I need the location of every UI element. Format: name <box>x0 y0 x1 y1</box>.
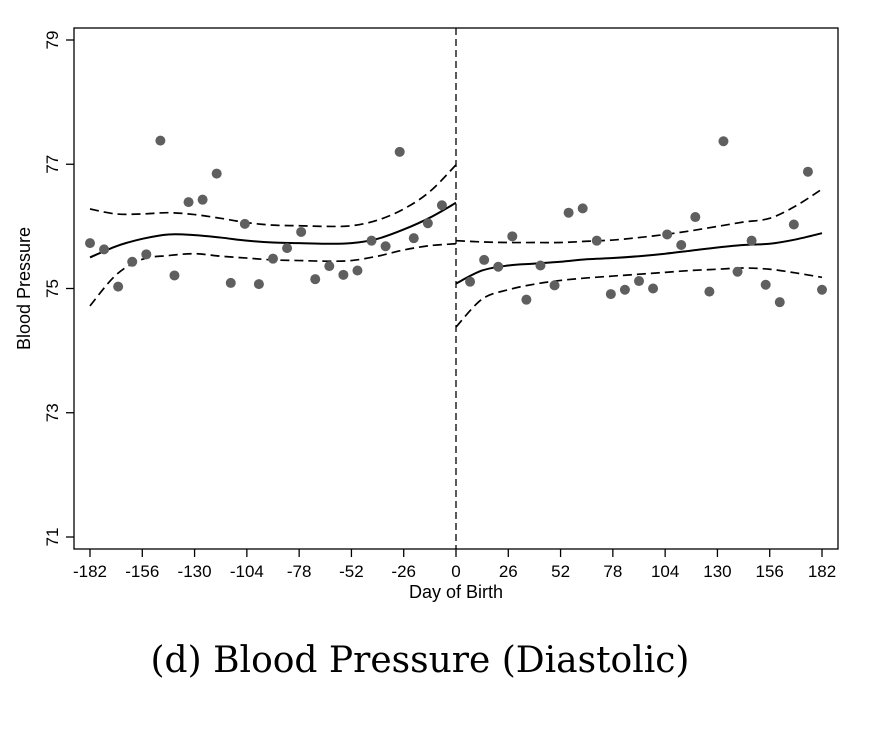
x-tick-label: -78 <box>287 562 312 581</box>
data-point <box>802 166 813 177</box>
y-axis-ticks: 71 73 75 77 79 <box>43 31 74 547</box>
x-tick-label: 104 <box>651 562 679 581</box>
data-point <box>366 235 377 246</box>
data-point <box>296 226 307 237</box>
x-axis-title: Day of Birth <box>409 582 503 602</box>
rd-chart: 71 73 75 77 79 -182 -156 -130 -104 -78 -52 -26 0 26 5… <box>14 27 839 602</box>
data-point <box>619 284 630 295</box>
data-point <box>310 274 321 285</box>
data-point <box>634 276 644 287</box>
data-point <box>563 207 574 218</box>
left-fit-line <box>89 201 457 259</box>
data-point <box>817 284 827 295</box>
data-point <box>746 235 757 246</box>
data-point <box>662 229 673 240</box>
data-point <box>436 200 447 211</box>
data-point <box>324 261 335 272</box>
scatter-points <box>85 135 827 308</box>
data-point <box>239 218 250 229</box>
data-point <box>99 244 110 255</box>
data-point <box>282 243 293 254</box>
data-point <box>605 289 616 300</box>
data-point <box>422 218 433 229</box>
data-point <box>225 277 236 288</box>
right-ci-upper-line <box>455 188 823 244</box>
data-point <box>183 197 194 208</box>
y-tick-label: 77 <box>43 155 62 174</box>
data-point <box>394 146 405 157</box>
plot-frame <box>73 27 839 550</box>
x-tick-label: 52 <box>551 562 570 581</box>
data-point <box>788 219 799 230</box>
data-point <box>465 276 476 287</box>
data-point <box>268 253 278 264</box>
data-point <box>774 297 785 308</box>
data-point <box>577 203 588 214</box>
data-point <box>591 235 602 246</box>
data-point <box>648 283 659 294</box>
data-point <box>408 233 419 244</box>
data-point <box>760 279 771 290</box>
data-point <box>85 238 95 249</box>
data-point <box>507 231 518 242</box>
data-point <box>141 249 152 260</box>
y-axis-title: Blood Pressure <box>14 227 34 350</box>
data-point <box>549 280 560 291</box>
x-tick-label: 182 <box>808 562 836 581</box>
data-point <box>535 260 546 271</box>
data-point <box>169 270 180 281</box>
data-point <box>676 240 687 251</box>
right-fit-line <box>455 232 823 285</box>
x-tick-label: 156 <box>756 562 784 581</box>
data-point <box>493 261 504 272</box>
x-tick-label: 0 <box>451 562 460 581</box>
data-point <box>113 281 124 292</box>
x-axis-ticks: -182 -156 -130 -104 -78 -52 -26 0 26 52 78 104 130 15… <box>73 549 836 581</box>
x-tick-label: -182 <box>73 562 107 581</box>
data-point <box>197 194 208 205</box>
y-tick-label: 71 <box>43 528 62 547</box>
right-ci-lower-line <box>455 267 823 328</box>
data-point <box>338 269 349 280</box>
figure-caption: (d) Blood Pressure (Diastolic) <box>150 640 690 681</box>
y-tick-label: 79 <box>43 31 62 50</box>
data-point <box>352 265 363 276</box>
x-tick-label: -26 <box>391 562 416 581</box>
x-tick-label: -104 <box>230 562 264 581</box>
x-tick-label: -130 <box>178 562 212 581</box>
data-point <box>380 241 391 252</box>
data-point <box>521 294 532 305</box>
data-point <box>704 286 715 297</box>
y-tick-label: 75 <box>43 279 62 298</box>
x-tick-label: -156 <box>125 562 159 581</box>
data-point <box>127 256 138 267</box>
x-tick-label: 78 <box>603 562 622 581</box>
x-tick-label: 26 <box>499 562 518 581</box>
data-point <box>155 135 166 146</box>
data-point <box>718 136 729 147</box>
data-point <box>253 279 264 290</box>
data-point <box>211 168 222 179</box>
data-point <box>690 212 701 223</box>
left-ci-upper-line <box>89 164 457 228</box>
x-tick-label: -52 <box>339 562 364 581</box>
data-point <box>732 266 743 277</box>
y-tick-label: 73 <box>43 403 62 422</box>
x-tick-label: 130 <box>703 562 731 581</box>
data-point <box>479 254 490 265</box>
